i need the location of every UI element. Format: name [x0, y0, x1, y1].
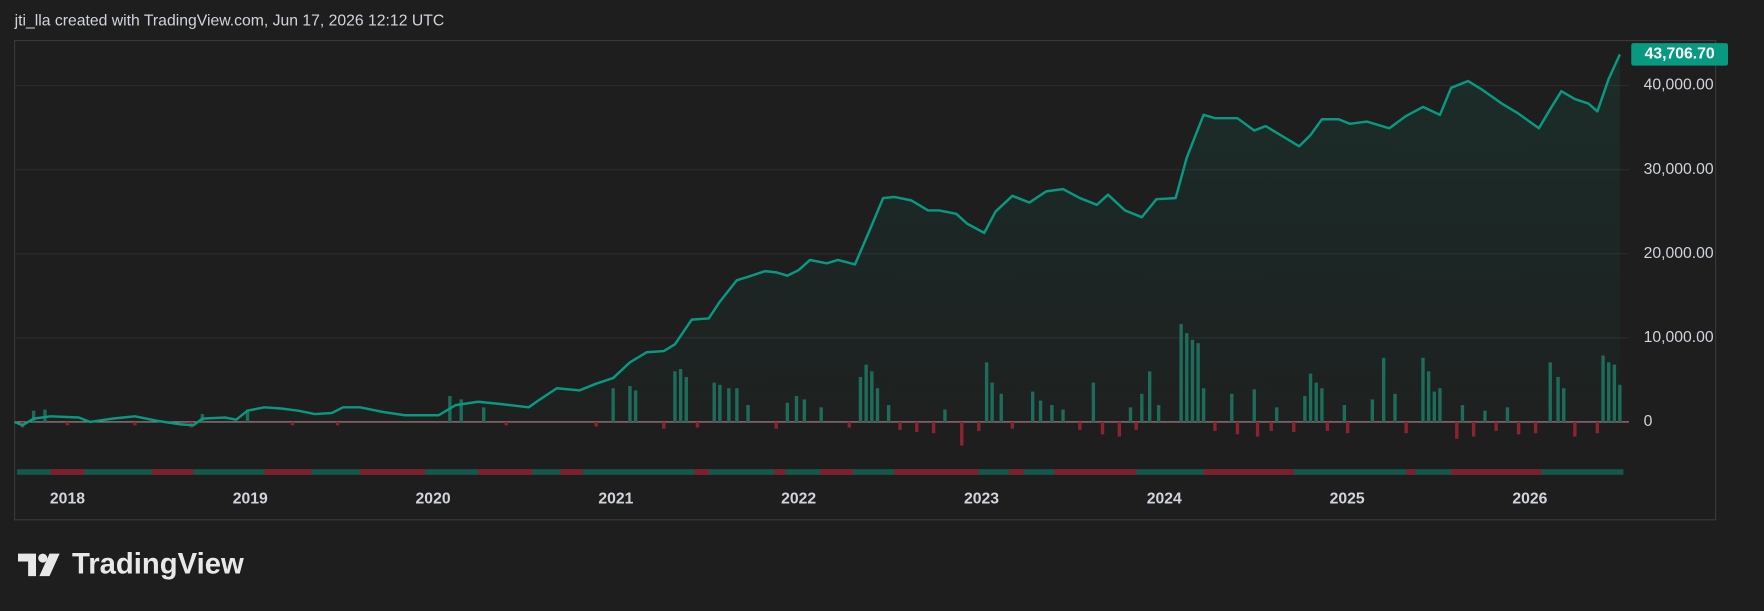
strip [560, 469, 583, 475]
price-label: 43,706.70 [1645, 46, 1715, 63]
bar [1213, 421, 1217, 431]
price-label-box [1631, 43, 1728, 66]
x-tick-label: 2026 [1512, 491, 1547, 508]
bar [1235, 421, 1240, 435]
bar [1455, 421, 1459, 439]
performance-strip [16, 469, 1624, 475]
bar [1471, 421, 1476, 437]
bar [847, 421, 852, 428]
bar [774, 421, 778, 429]
bar [335, 421, 340, 426]
bar [1078, 421, 1082, 430]
bar [1325, 421, 1330, 431]
bar [1494, 421, 1498, 431]
strip [694, 469, 709, 475]
bar [1404, 421, 1408, 434]
strip [774, 469, 786, 475]
bar [695, 421, 700, 428]
bar [1117, 421, 1122, 437]
bar [960, 421, 964, 446]
x-tick-label: 2021 [598, 491, 633, 508]
header: jti_lla created with TradingView.com, Ju… [14, 13, 445, 30]
bar [1595, 421, 1600, 434]
bar [290, 421, 295, 426]
strip [1054, 469, 1137, 475]
brand: TradingView [72, 549, 244, 581]
bar [977, 421, 981, 431]
bar [43, 409, 47, 422]
bar [1533, 421, 1538, 434]
bar [1516, 421, 1521, 435]
logo-mark [38, 553, 48, 563]
strip [1203, 469, 1294, 475]
strip [1009, 469, 1024, 475]
bar [931, 421, 936, 434]
bar [504, 421, 508, 426]
strip [264, 469, 312, 475]
bar [1134, 421, 1138, 430]
x-tick-label: 2020 [416, 491, 451, 508]
strip [478, 469, 533, 475]
y-tick-label: 0 [1644, 413, 1653, 430]
logo-mark [18, 553, 36, 577]
strip [50, 469, 85, 475]
bar [65, 421, 70, 426]
x-tick-label: 2024 [1147, 491, 1182, 508]
y-tick-label: 30,000.00 [1644, 161, 1714, 178]
strip [151, 469, 194, 475]
bar [1100, 421, 1105, 435]
strip [820, 469, 853, 475]
x-tick-label: 2022 [781, 491, 816, 508]
strip [894, 469, 979, 475]
x-tick-label: 2023 [964, 491, 999, 508]
frame [14, 40, 1717, 521]
bar [31, 410, 36, 422]
y-tick-label: 10,000.00 [1644, 329, 1714, 346]
bar [1010, 421, 1015, 429]
bar [662, 421, 666, 429]
logo-mark [39, 553, 60, 577]
bar [1292, 421, 1296, 433]
strip [1406, 469, 1416, 475]
strip [360, 469, 426, 475]
x-tick-label: 2018 [50, 491, 85, 508]
strip [1451, 469, 1542, 475]
area-fill [14, 54, 1620, 426]
y-tick-label: 40,000.00 [1644, 77, 1714, 94]
bar [1255, 421, 1260, 437]
y-tick-label: 20,000.00 [1644, 245, 1714, 262]
bar [1345, 421, 1350, 434]
x-tick-label: 2025 [1330, 491, 1365, 508]
bar [915, 421, 919, 433]
logo: TradingView [18, 549, 244, 581]
bar [594, 421, 598, 427]
bar [1573, 421, 1577, 437]
line [14, 53, 1621, 427]
bar [898, 421, 902, 430]
x-tick-label: 2019 [233, 491, 268, 508]
bar [1269, 421, 1273, 431]
bar [133, 421, 137, 426]
